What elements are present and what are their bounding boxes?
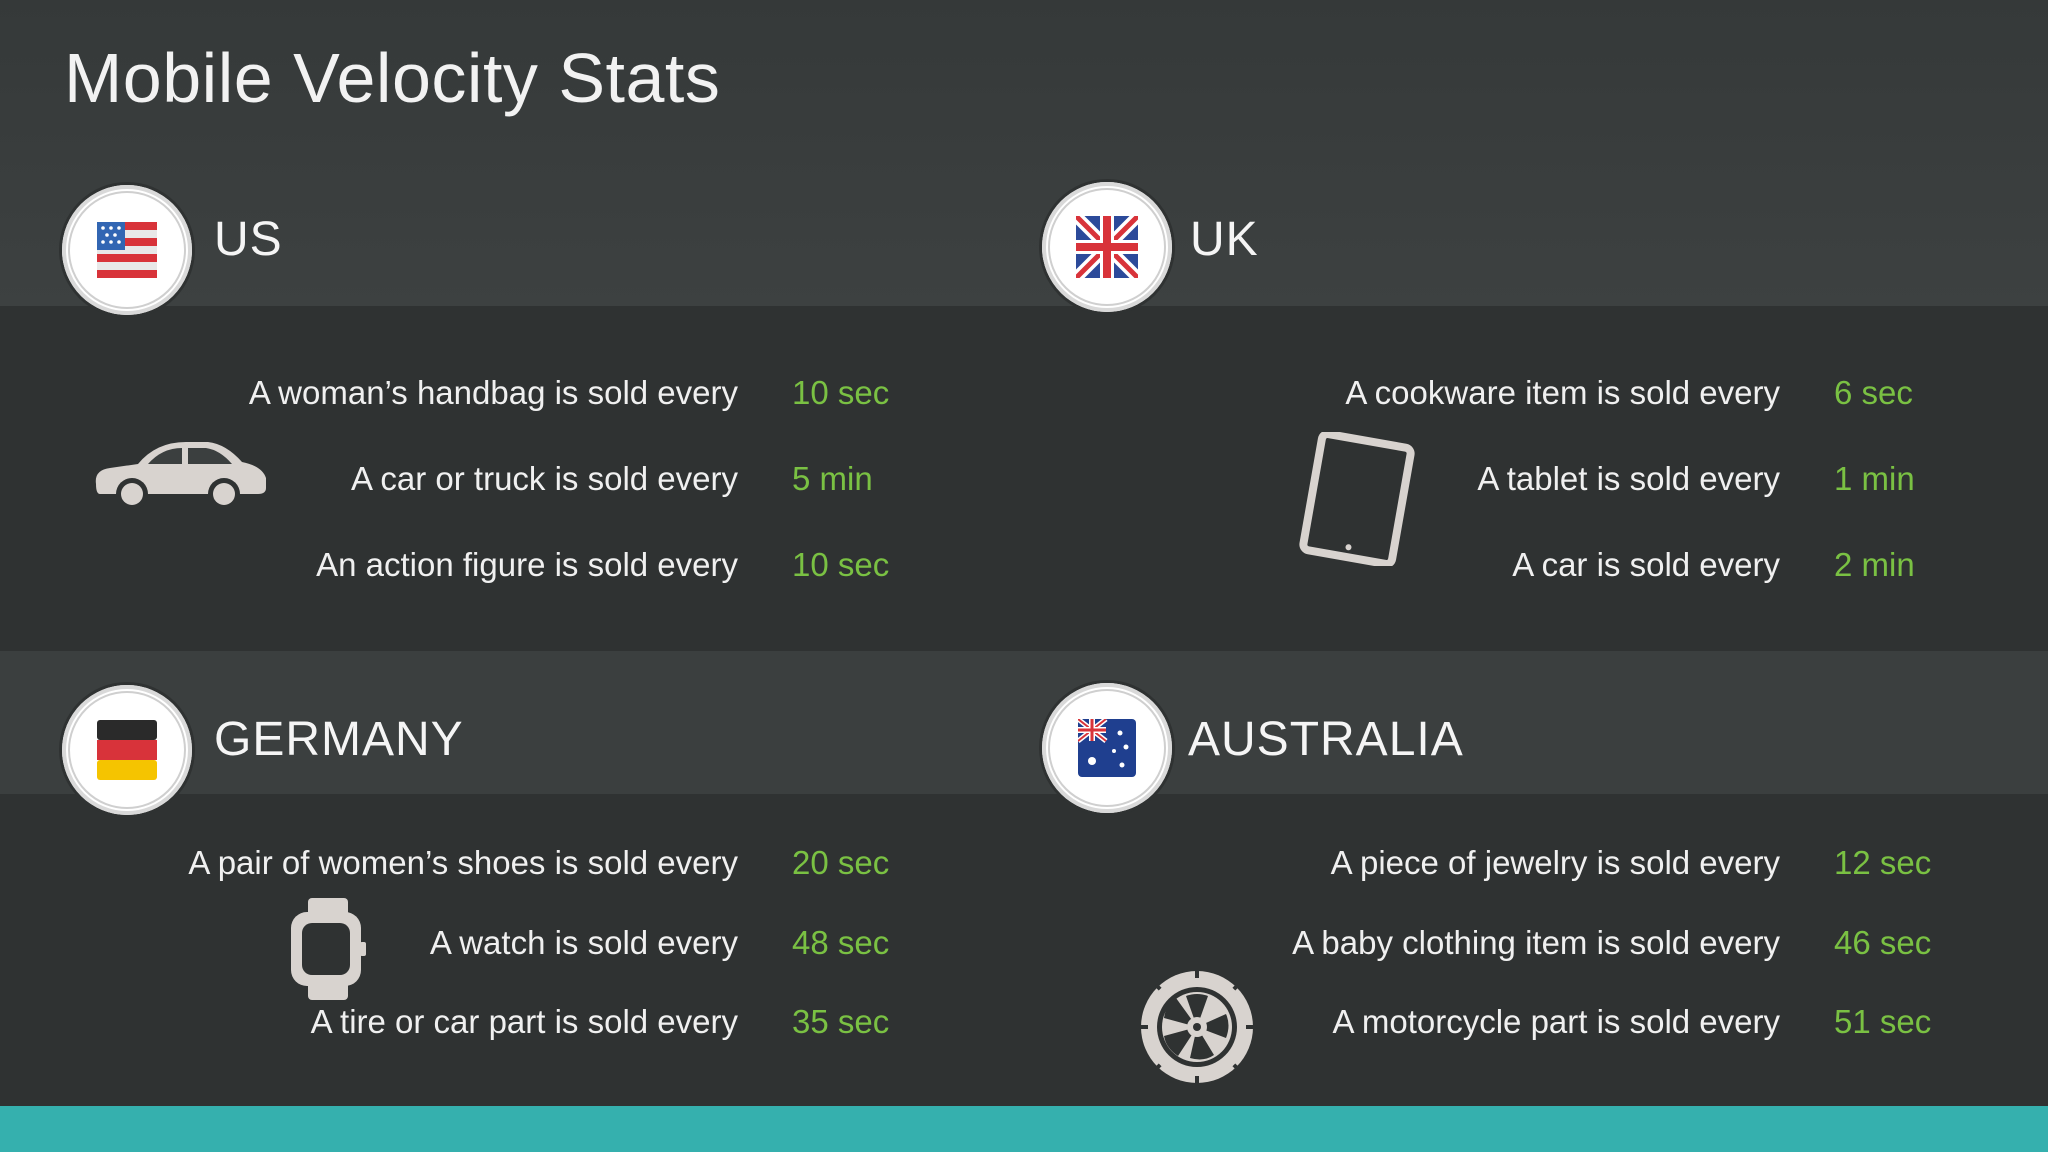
uk-stat-label-1: A cookware item is sold every <box>1345 374 1780 411</box>
australia-stat-value-1: 12 sec <box>1834 844 1932 881</box>
us-stat-label-2: A car or truck is sold every <box>351 460 738 497</box>
tablet-icon <box>1299 432 1415 566</box>
middle-header-band <box>0 651 2048 794</box>
us-stat-value-1: 10 sec <box>792 374 890 411</box>
page-title: Mobile Velocity Stats <box>64 39 721 117</box>
uk-stat-label-2: A tablet is sold every <box>1477 460 1780 497</box>
top-stats-band <box>0 306 2048 651</box>
country-name-australia: AUSTRALIA <box>1188 713 1464 766</box>
germany-stat-label-1: A pair of women’s shoes is sold every <box>188 844 738 881</box>
germany-stat-value-2: 48 sec <box>792 924 890 961</box>
germany-stat-value-1: 20 sec <box>792 844 890 881</box>
australia-stat-value-2: 46 sec <box>1834 924 1932 961</box>
us-flag-badge <box>62 185 192 315</box>
germany-stat-value-3: 35 sec <box>792 1003 890 1040</box>
header-band <box>0 0 2048 306</box>
us-stat-label-1: A woman’s handbag is sold every <box>248 374 738 411</box>
uk-stat-value-1: 6 sec <box>1834 374 1913 411</box>
uk-flag-badge <box>1042 182 1172 312</box>
australia-stat-value-3: 51 sec <box>1834 1003 1932 1040</box>
country-name-us: US <box>214 213 283 266</box>
australia-stat-label-3: A motorcycle part is sold every <box>1332 1003 1781 1040</box>
uk-stat-value-3: 2 min <box>1834 546 1915 583</box>
us-stat-value-2: 5 min <box>792 460 873 497</box>
us-stat-value-3: 10 sec <box>792 546 890 583</box>
country-name-uk: UK <box>1190 213 1259 266</box>
country-name-germany: GERMANY <box>214 713 464 766</box>
footer-bar <box>0 1106 2048 1152</box>
us-stat-label-3: An action figure is sold every <box>316 546 738 583</box>
tire-icon <box>1140 970 1254 1084</box>
watch-icon <box>291 898 366 1000</box>
germany-stat-label-2: A watch is sold every <box>429 924 738 961</box>
australia-stat-label-1: A piece of jewelry is sold every <box>1330 844 1780 881</box>
australia-flag-badge <box>1042 683 1172 813</box>
uk-stat-value-2: 1 min <box>1834 460 1915 497</box>
australia-stat-label-2: A baby clothing item is sold every <box>1292 924 1780 961</box>
germany-stat-label-3: A tire or car part is sold every <box>310 1003 738 1040</box>
car-icon <box>95 442 267 510</box>
germany-flag-badge <box>62 685 192 815</box>
uk-stat-label-3: A car is sold every <box>1512 546 1780 583</box>
